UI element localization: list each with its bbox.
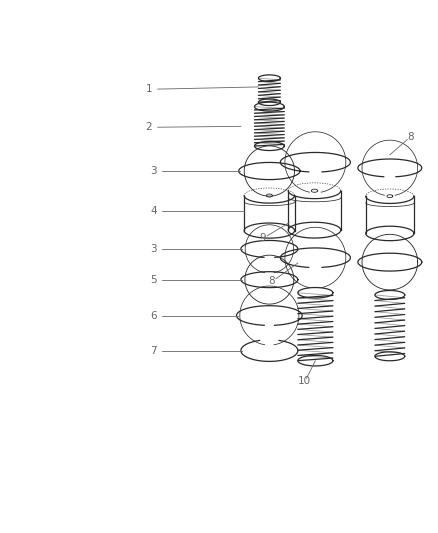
Text: 1: 1 — [145, 84, 152, 94]
Text: 10: 10 — [298, 376, 311, 386]
Text: 8: 8 — [407, 132, 414, 142]
Text: 2: 2 — [145, 122, 152, 132]
Text: 4: 4 — [150, 206, 157, 216]
Text: 3: 3 — [150, 166, 157, 176]
Text: 3: 3 — [150, 244, 157, 254]
Text: 8: 8 — [268, 276, 275, 286]
Text: 5: 5 — [150, 274, 157, 285]
Text: 7: 7 — [150, 345, 157, 356]
Text: 9: 9 — [259, 233, 266, 243]
Text: 6: 6 — [150, 311, 157, 320]
